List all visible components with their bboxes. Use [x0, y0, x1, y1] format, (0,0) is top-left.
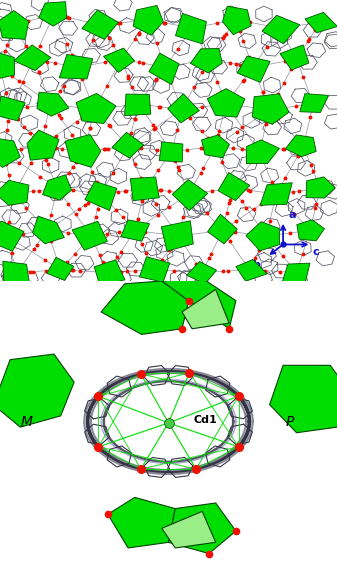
Polygon shape — [101, 281, 189, 334]
Text: b: b — [252, 260, 260, 270]
Polygon shape — [108, 497, 175, 548]
Polygon shape — [47, 257, 74, 280]
Polygon shape — [3, 261, 29, 284]
Polygon shape — [282, 263, 310, 283]
Polygon shape — [37, 92, 69, 116]
Polygon shape — [306, 177, 335, 198]
Polygon shape — [190, 48, 222, 73]
Polygon shape — [218, 173, 250, 201]
Polygon shape — [85, 182, 117, 211]
Polygon shape — [252, 94, 289, 124]
Polygon shape — [159, 142, 183, 162]
Polygon shape — [0, 221, 24, 251]
Polygon shape — [207, 89, 245, 117]
Polygon shape — [246, 140, 279, 164]
Polygon shape — [236, 260, 267, 281]
Polygon shape — [103, 48, 134, 72]
Polygon shape — [202, 135, 229, 158]
Polygon shape — [168, 503, 236, 554]
Text: $P$: $P$ — [285, 415, 295, 428]
Polygon shape — [82, 10, 118, 39]
Text: $M$: $M$ — [20, 415, 34, 428]
Polygon shape — [182, 289, 229, 329]
Polygon shape — [27, 130, 59, 160]
Polygon shape — [0, 51, 14, 79]
Polygon shape — [59, 55, 93, 79]
Polygon shape — [172, 180, 208, 211]
Polygon shape — [246, 221, 279, 251]
Text: Cd1: Cd1 — [194, 415, 217, 425]
Polygon shape — [94, 260, 125, 285]
Polygon shape — [262, 15, 300, 44]
Polygon shape — [130, 177, 159, 201]
Polygon shape — [300, 94, 329, 112]
Polygon shape — [149, 53, 179, 85]
Polygon shape — [112, 132, 144, 158]
Polygon shape — [280, 45, 309, 70]
Polygon shape — [133, 6, 163, 35]
Polygon shape — [162, 511, 216, 548]
Polygon shape — [65, 134, 101, 167]
Polygon shape — [33, 216, 64, 244]
Polygon shape — [72, 221, 108, 250]
Polygon shape — [270, 365, 337, 433]
Polygon shape — [187, 261, 217, 284]
Text: c: c — [313, 247, 319, 257]
Polygon shape — [0, 138, 20, 167]
Polygon shape — [260, 183, 292, 205]
Polygon shape — [14, 45, 51, 70]
Polygon shape — [222, 6, 251, 35]
Polygon shape — [162, 278, 236, 329]
Polygon shape — [0, 11, 29, 39]
Polygon shape — [237, 56, 270, 83]
Polygon shape — [161, 221, 193, 251]
Polygon shape — [305, 12, 337, 33]
Polygon shape — [285, 135, 316, 157]
Polygon shape — [42, 175, 71, 200]
Polygon shape — [208, 214, 237, 244]
Polygon shape — [297, 220, 325, 241]
Polygon shape — [0, 354, 74, 427]
Polygon shape — [39, 2, 67, 26]
Polygon shape — [76, 93, 116, 124]
Text: a: a — [288, 210, 296, 220]
Polygon shape — [140, 257, 170, 282]
Polygon shape — [176, 13, 206, 44]
Polygon shape — [167, 94, 200, 123]
Polygon shape — [121, 220, 150, 241]
Polygon shape — [0, 96, 25, 121]
Polygon shape — [0, 180, 29, 205]
Polygon shape — [125, 94, 151, 116]
